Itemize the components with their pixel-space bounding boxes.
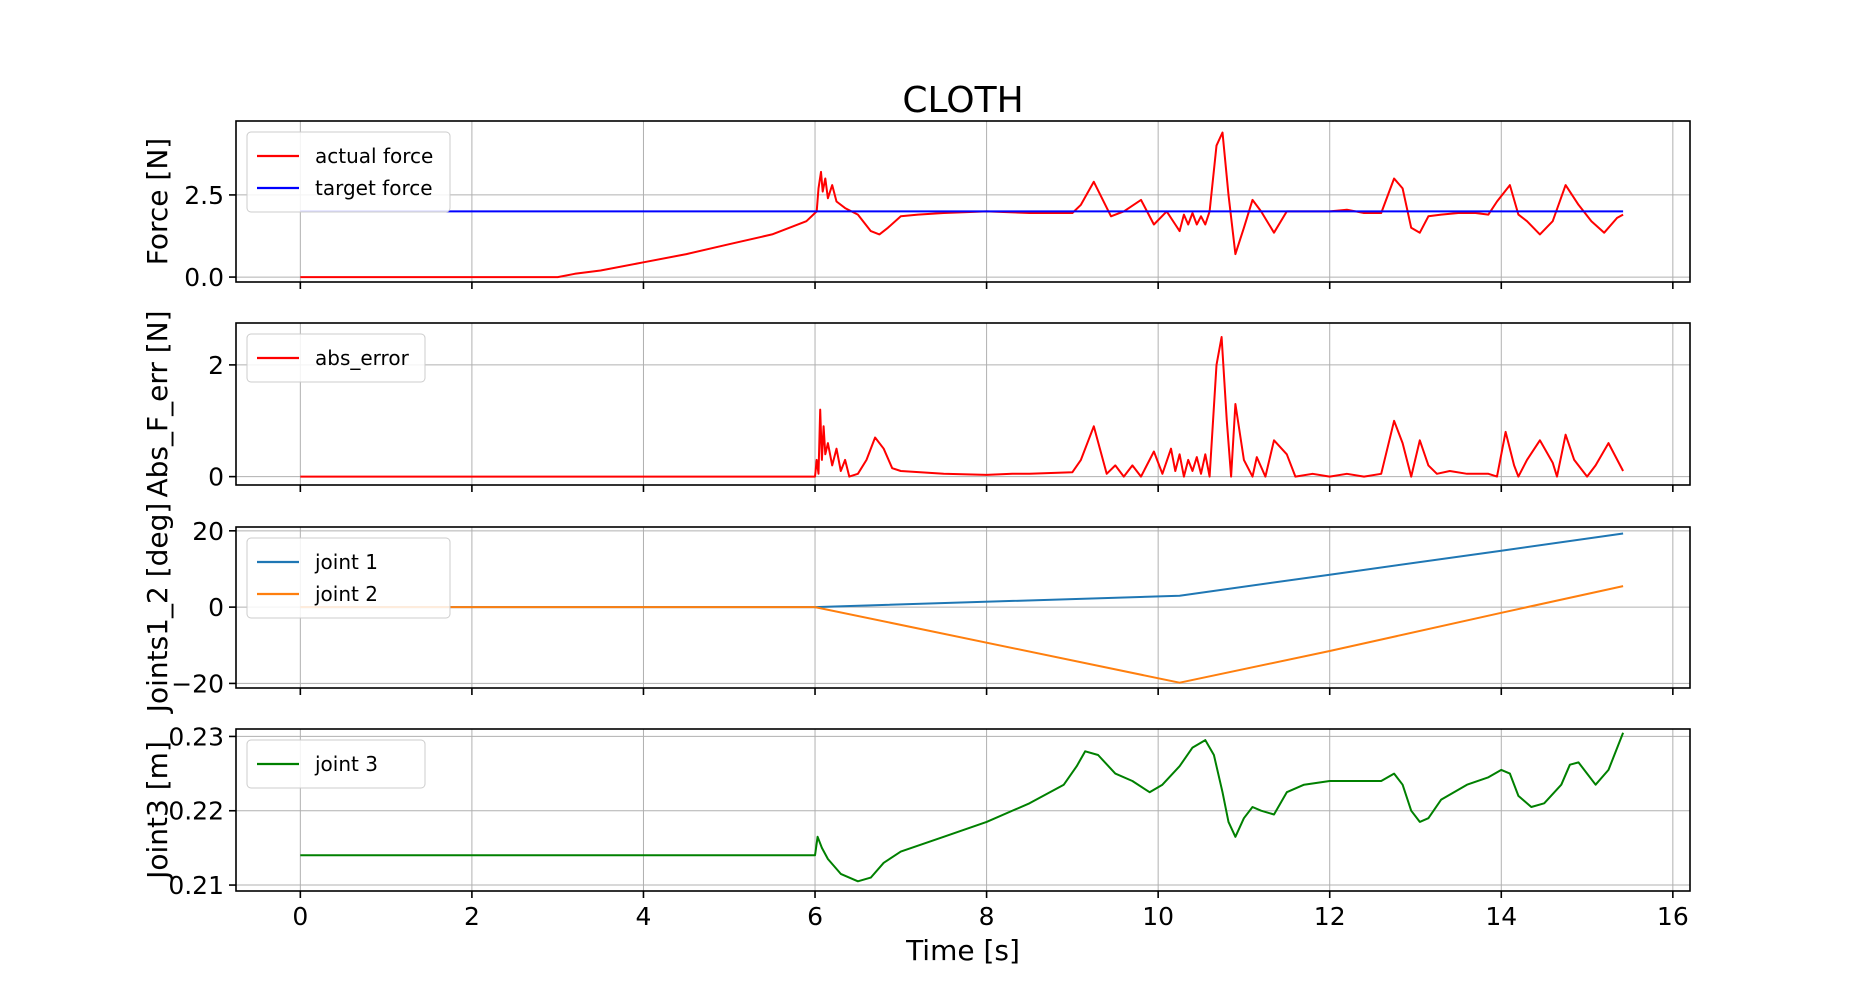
- y-axis-label: Joint3 [m]: [141, 741, 174, 881]
- subplot-2: 0 2 Abs_F_err [N] abs_error: [141, 310, 1691, 498]
- plot-frame: [235, 728, 1691, 892]
- subplot-1: 0.0 2.5 Force [N] actual force target force: [141, 120, 1691, 292]
- y-tick-label: 2.5: [184, 181, 224, 210]
- y-tick-label: 0.22: [168, 797, 224, 826]
- legend-label: abs_error: [315, 346, 410, 370]
- plot-frame: [235, 322, 1691, 486]
- y-tick-label: 0.0: [184, 263, 224, 292]
- legend-box: [246, 537, 451, 619]
- x-tick-label: 12: [1314, 902, 1346, 931]
- subplot-3: −20 0 20 Joints1_2 [deg] joint 1 joint 2: [141, 503, 1691, 715]
- plot-frame: [235, 120, 1691, 283]
- plot-frame: [235, 526, 1691, 689]
- x-tick-label: 4: [636, 902, 652, 931]
- legend-label: joint 2: [314, 582, 378, 606]
- y-tick-label: 0: [208, 593, 224, 622]
- x-axis-label: Time [s]: [905, 934, 1020, 967]
- x-tick-label: 6: [807, 902, 823, 931]
- legend: abs_error: [246, 333, 426, 383]
- y-axis-label: Joints1_2 [deg]: [141, 503, 174, 715]
- x-tick-label: 16: [1657, 902, 1689, 931]
- legend: joint 3: [246, 739, 426, 789]
- legend-label: target force: [315, 176, 433, 200]
- y-axis-label: Abs_F_err [N]: [141, 310, 174, 497]
- legend-label: joint 3: [314, 752, 378, 776]
- legend-box: [246, 131, 451, 213]
- legend-box: [246, 333, 426, 383]
- legend-label: joint 1: [314, 550, 378, 574]
- x-tick-label: 0: [292, 902, 308, 931]
- legend-label: actual force: [315, 144, 433, 168]
- legend-box: [246, 739, 426, 789]
- y-tick-label: 20: [192, 517, 224, 546]
- series-line-abs-error: [300, 336, 1624, 478]
- series-line-joint-3: [300, 732, 1625, 883]
- legend: actual force target force: [246, 131, 451, 213]
- y-tick-label: −20: [171, 669, 224, 698]
- chart-title: CLOTH: [902, 80, 1023, 121]
- y-tick-label: 0.21: [168, 871, 224, 900]
- x-tick-label: 10: [1142, 902, 1174, 931]
- series-line-joint-1: [300, 532, 1624, 609]
- series-line-joint-2: [300, 585, 1624, 684]
- x-tick-label: 14: [1485, 902, 1517, 931]
- series-line-actual-force: [300, 131, 1624, 279]
- y-axis-label: Force [N]: [141, 138, 174, 265]
- y-tick-label: 2: [208, 351, 224, 380]
- x-tick-label: 8: [979, 902, 995, 931]
- x-tick-label: 2: [464, 902, 480, 931]
- y-tick-label: 0.23: [168, 722, 224, 751]
- y-tick-label: 0: [208, 463, 224, 492]
- legend: joint 1 joint 2: [246, 537, 451, 619]
